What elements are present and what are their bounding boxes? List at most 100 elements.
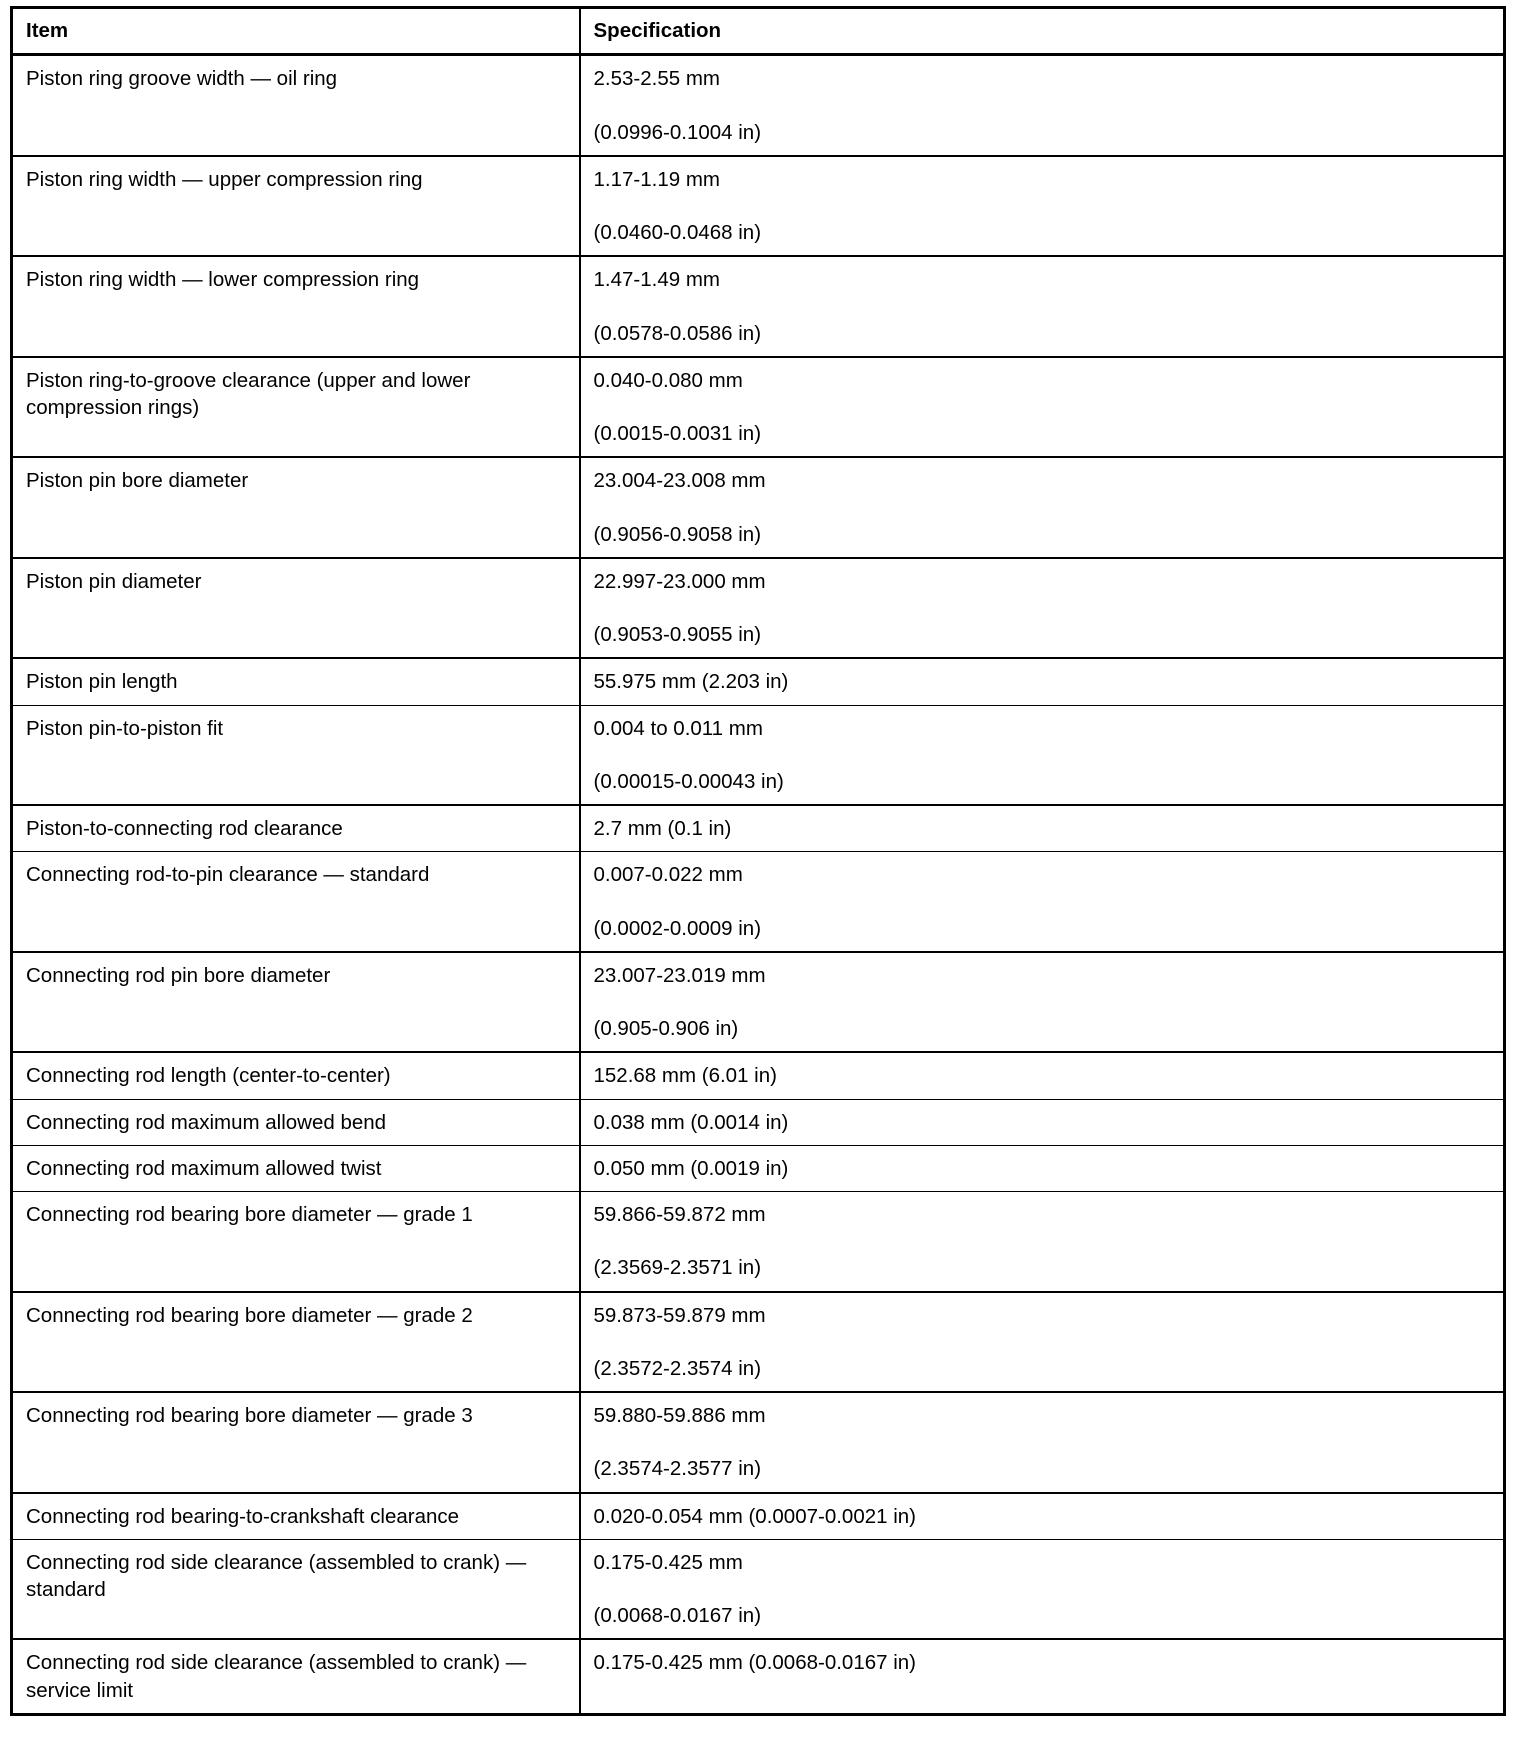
cell-item: Connecting rod bearing-to-crankshaft cle… <box>11 1492 581 1540</box>
item-label: Piston pin bore diameter <box>26 469 249 493</box>
table-row: Piston ring-to-groove clearance (upper a… <box>11 356 1505 459</box>
cell-specification: 0.175-0.425 mm (0.0068-0.0167 in) <box>579 1638 1505 1715</box>
spec-value-imperial: (0.0460-0.0468 in) <box>593 221 762 244</box>
spec-value-imperial: (2.3572-2.3574 in) <box>593 1356 762 1380</box>
spec-value-imperial: (0.9056-0.9058 in) <box>593 522 762 546</box>
cell-item: Connecting rod-to-pin clearance — standa… <box>11 851 581 953</box>
spec-value-metric: 22.997-23.000 mm <box>593 569 766 593</box>
spec-value-metric: 23.004-23.008 mm <box>593 469 766 493</box>
item-label: Piston ring-to-groove clearance (upper a… <box>26 368 471 419</box>
table-row: Piston pin length 55.975 mm (2.203 in) <box>11 657 1505 706</box>
item-label: Connecting rod bearing-to-crankshaft cle… <box>26 1504 460 1528</box>
cell-item: Piston ring width — upper compression ri… <box>11 155 581 258</box>
column-header-specification: Specification <box>579 6 1505 57</box>
spec-value-imperial: (0.0015-0.0031 in) <box>593 422 762 445</box>
cell-specification: 0.050 mm (0.0019 in) <box>579 1144 1505 1193</box>
spec-value-metric: 0.007-0.022 mm <box>593 863 743 887</box>
spec-value-metric: 152.68 mm (6.01 in) <box>593 1064 777 1088</box>
cell-specification: 0.020-0.054 mm (0.0007-0.0021 in) <box>579 1492 1505 1540</box>
table-header: Item Specification <box>11 6 1505 57</box>
spec-value-imperial: (0.0578-0.0586 in) <box>593 321 762 345</box>
spec-value-metric: 0.004 to 0.011 mm <box>593 716 763 740</box>
item-label: Piston ring width — lower compression ri… <box>26 268 420 292</box>
item-label: Connecting rod bearing bore diameter — g… <box>26 1203 473 1226</box>
cell-specification: 0.040-0.080 mm (0.0015-0.0031 in) <box>579 356 1505 459</box>
spec-value-metric: 59.880-59.886 mm <box>593 1404 766 1427</box>
spec-value-metric: 23.007-23.019 mm <box>593 963 766 987</box>
cell-specification: 59.866-59.872 mm (2.3569-2.3571 in) <box>579 1191 1505 1293</box>
cell-item: Piston pin-to-piston fit <box>11 704 581 806</box>
item-label: Piston-to-connecting rod clearance <box>26 817 343 840</box>
table-row: Connecting rod length (center-to-center)… <box>11 1051 1505 1100</box>
spec-value-imperial: (0.905-0.906 in) <box>593 1017 739 1040</box>
item-label: Piston ring width — upper compression ri… <box>26 167 423 191</box>
cell-item: Piston pin diameter <box>11 557 581 660</box>
table-row: Connecting rod pin bore diameter 23.007-2… <box>11 951 1505 1054</box>
cell-item: Piston ring groove width — oil ring <box>11 54 581 157</box>
item-label: Piston pin-to-piston fit <box>26 716 224 740</box>
cell-specification: 2.53-2.55 mm (0.0996-0.1004 in) <box>579 54 1505 157</box>
cell-specification: 0.004 to 0.011 mm (0.00015-0.00043 in) <box>579 704 1505 806</box>
cell-specification: 59.880-59.886 mm (2.3574-2.3577 in) <box>579 1391 1505 1494</box>
cell-item: Piston ring-to-groove clearance (upper a… <box>11 356 581 459</box>
spec-value-metric: 2.7 mm (0.1 in) <box>593 817 732 840</box>
cell-item: Connecting rod bearing bore diameter — g… <box>11 1291 581 1393</box>
item-label: Connecting rod bearing bore diameter — g… <box>26 1303 473 1327</box>
table-row: Piston-to-connecting rod clearance 2.7 mm… <box>11 804 1505 853</box>
spec-value-metric: 55.975 mm (2.203 in) <box>593 670 789 694</box>
table-row: Connecting rod bearing bore diameter — g… <box>11 1391 1505 1494</box>
cell-specification: 152.68 mm (6.01 in) <box>579 1051 1505 1100</box>
cell-item: Piston pin bore diameter <box>11 456 581 559</box>
table-row: Connecting rod maximum allowed bend 0.038… <box>11 1098 1505 1146</box>
spec-value-metric: 0.050 mm (0.0019 in) <box>593 1156 789 1180</box>
item-label: Connecting rod-to-pin clearance — standa… <box>26 863 430 887</box>
spec-value-imperial: (2.3574-2.3577 in) <box>593 1457 762 1481</box>
spec-value-imperial: (2.3569-2.3571 in) <box>593 1256 762 1280</box>
table-row: Connecting rod side clearance (assembled… <box>11 1538 1505 1641</box>
spec-value-metric: 0.038 mm (0.0014 in) <box>593 1110 789 1134</box>
table-row: Connecting rod bearing-to-crankshaft cle… <box>11 1492 1505 1540</box>
spec-value-metric: 1.17-1.19 mm <box>593 167 720 191</box>
cell-specification: 55.975 mm (2.203 in) <box>579 657 1505 706</box>
cell-specification: 23.007-23.019 mm (0.905-0.906 in) <box>579 951 1505 1054</box>
table-row: Connecting rod side clearance (assembled… <box>11 1638 1505 1715</box>
cell-item: Connecting rod side clearance (assembled… <box>11 1538 581 1641</box>
item-label: Connecting rod length (center-to-center) <box>26 1064 391 1088</box>
cell-item: Connecting rod maximum allowed bend <box>11 1098 581 1146</box>
cell-specification: 0.007-0.022 mm (0.0002-0.0009 in) <box>579 851 1505 953</box>
table-row: Piston ring width — lower compression ri… <box>11 255 1505 358</box>
table-row: Piston pin diameter 22.997-23.000 mm (0.90… <box>11 557 1505 660</box>
cell-specification: 2.7 mm (0.1 in) <box>579 804 1505 853</box>
table-row: Piston ring width — upper compression ri… <box>11 155 1505 258</box>
spec-value-metric: 59.866-59.872 mm <box>593 1203 766 1226</box>
table-row: Connecting rod bearing bore diameter — g… <box>11 1291 1505 1393</box>
table-row: Piston pin-to-piston fit 0.004 to 0.011 m… <box>11 704 1505 806</box>
item-label: Connecting rod maximum allowed bend <box>26 1110 387 1134</box>
column-header-item: Item <box>11 6 581 57</box>
cell-specification: 1.47-1.49 mm (0.0578-0.0586 in) <box>579 255 1505 358</box>
item-label: Connecting rod maximum allowed twist <box>26 1156 382 1180</box>
spec-value-metric: 1.47-1.49 mm <box>593 268 720 292</box>
spec-value-metric: 0.175-0.425 mm <box>593 1550 743 1574</box>
cell-item: Piston-to-connecting rod clearance <box>11 804 581 853</box>
cell-item: Connecting rod side clearance (assembled… <box>11 1638 581 1715</box>
engine-specification-table: Item Specification Piston ring groove wi… <box>10 6 1506 1716</box>
cell-item: Piston ring width — lower compression ri… <box>11 255 581 358</box>
cell-specification: 1.17-1.19 mm (0.0460-0.0468 in) <box>579 155 1505 258</box>
cell-specification: 59.873-59.879 mm (2.3572-2.3574 in) <box>579 1291 1505 1393</box>
table-header-row: Item Specification <box>11 6 1505 57</box>
item-label: Piston pin length <box>26 670 178 694</box>
cell-specification: 0.175-0.425 mm (0.0068-0.0167 in) <box>579 1538 1505 1641</box>
table-row: Piston ring groove width — oil ring 2.53-… <box>11 54 1505 157</box>
cell-item: Piston pin length <box>11 657 581 706</box>
cell-specification: 22.997-23.000 mm (0.9053-0.9055 in) <box>579 557 1505 660</box>
spec-value-metric: 0.020-0.054 mm (0.0007-0.0021 in) <box>593 1504 917 1528</box>
table-row: Connecting rod bearing bore diameter — g… <box>11 1191 1505 1293</box>
cell-item: Connecting rod bearing bore diameter — g… <box>11 1391 581 1494</box>
table-row: Piston pin bore diameter 23.004-23.008 mm… <box>11 456 1505 559</box>
item-label: Piston ring groove width — oil ring <box>26 67 338 91</box>
spec-value-imperial: (0.9053-0.9055 in) <box>593 623 762 646</box>
spec-value-metric: 2.53-2.55 mm <box>593 67 720 91</box>
item-label: Connecting rod bearing bore diameter — g… <box>26 1404 473 1427</box>
spec-value-imperial: (0.0002-0.0009 in) <box>593 916 762 940</box>
